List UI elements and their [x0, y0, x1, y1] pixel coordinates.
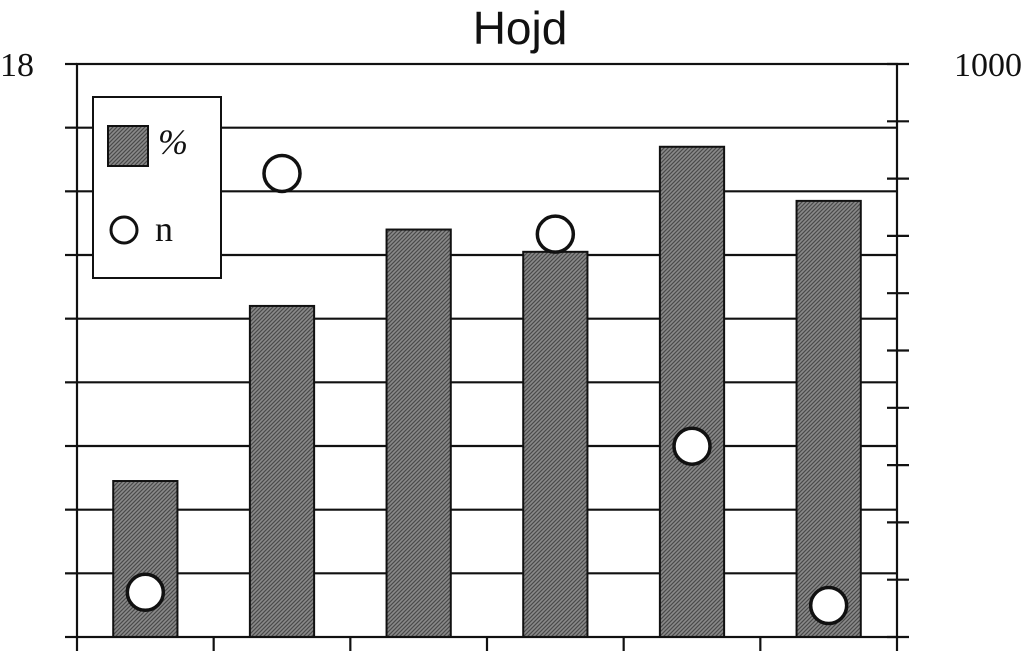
legend-bar-label: % — [158, 122, 188, 162]
bar — [248, 304, 316, 638]
bar — [385, 228, 452, 639]
bar — [112, 480, 179, 638]
legend: % n — [92, 96, 222, 279]
legend-bar-swatch — [107, 125, 149, 167]
axes — [65, 62, 909, 651]
legend-box — [92, 96, 222, 279]
n-marker — [535, 214, 576, 254]
legend-marker-label: n — [155, 209, 173, 249]
chart-title: Hojd — [473, 2, 568, 54]
left-axis-top-label: 18 — [0, 47, 34, 84]
bar — [658, 145, 726, 638]
n-marker — [672, 426, 712, 466]
legend-marker-swatch — [109, 215, 139, 245]
n-marker — [125, 572, 166, 613]
n-marker — [808, 585, 849, 626]
right-axis-top-label: 1000 — [954, 47, 1022, 84]
bar-series — [112, 145, 862, 639]
bar — [522, 250, 589, 638]
bar — [795, 199, 862, 638]
n-marker — [262, 153, 302, 194]
marker-series — [125, 153, 849, 626]
